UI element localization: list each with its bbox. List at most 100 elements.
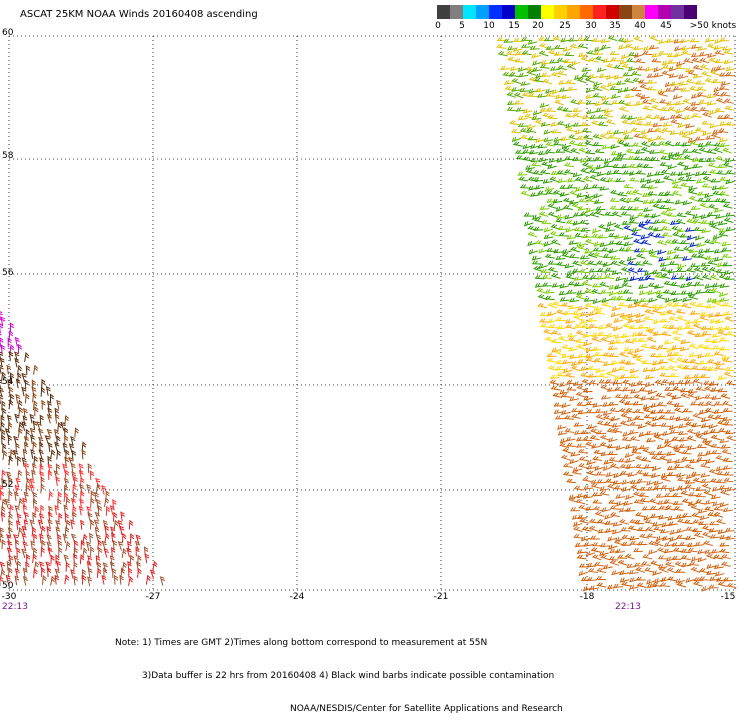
wind-barb bbox=[669, 536, 679, 542]
wind-barb bbox=[725, 66, 736, 72]
wind-barb bbox=[699, 106, 710, 112]
wind-barb bbox=[658, 256, 668, 262]
wind-barb bbox=[599, 281, 610, 288]
wind-barb bbox=[579, 268, 590, 274]
wind-barb bbox=[521, 50, 532, 56]
wind-barb bbox=[575, 443, 586, 448]
wind-barb bbox=[657, 500, 668, 505]
wind-barb bbox=[109, 505, 115, 515]
wind-barb bbox=[726, 486, 737, 492]
wind-barb bbox=[624, 444, 635, 450]
wind-barb bbox=[127, 560, 132, 571]
wind-barb bbox=[667, 515, 677, 521]
wind-barb bbox=[577, 409, 588, 415]
wind-barb bbox=[23, 407, 28, 418]
wind-barb bbox=[668, 380, 679, 385]
wind-barb bbox=[724, 366, 735, 372]
wind-barb bbox=[706, 100, 717, 106]
wind-barb bbox=[610, 260, 621, 267]
wind-barb bbox=[101, 484, 107, 495]
wind-barb bbox=[62, 442, 68, 453]
wind-barb bbox=[672, 297, 683, 303]
wind-barb bbox=[527, 92, 539, 98]
wind-barb bbox=[586, 464, 597, 470]
wind-barb bbox=[666, 101, 676, 106]
wind-barb bbox=[561, 353, 572, 359]
wind-barb bbox=[682, 364, 693, 370]
wind-barb bbox=[556, 214, 566, 220]
wind-barb bbox=[602, 361, 613, 367]
wind-barb bbox=[604, 514, 614, 520]
wind-barb bbox=[82, 533, 88, 544]
wind-barb bbox=[652, 570, 662, 576]
wind-barb bbox=[685, 319, 695, 325]
wind-barb bbox=[673, 246, 684, 251]
wind-barb bbox=[714, 365, 725, 370]
wind-barb bbox=[79, 484, 85, 494]
wind-barb bbox=[689, 140, 700, 146]
wind-barb bbox=[32, 511, 37, 522]
wind-barb bbox=[105, 490, 110, 501]
wind-barb bbox=[503, 38, 514, 43]
wind-barb bbox=[611, 100, 622, 105]
wind-barb bbox=[719, 176, 730, 182]
wind-barb bbox=[649, 149, 660, 154]
wind-barb bbox=[612, 521, 623, 527]
wind-barb bbox=[102, 519, 108, 530]
wind-barb bbox=[614, 339, 625, 344]
colorbar-swatch bbox=[606, 5, 619, 19]
wind-barb bbox=[580, 429, 591, 435]
wind-barb bbox=[571, 469, 582, 475]
wind-barb bbox=[640, 343, 651, 349]
wind-barb bbox=[653, 480, 664, 486]
wind-barb bbox=[511, 78, 522, 85]
wind-barb bbox=[660, 576, 671, 583]
wind-barb bbox=[707, 511, 718, 517]
wind-barb bbox=[25, 428, 30, 439]
wind-barb bbox=[680, 554, 691, 560]
wind-barb bbox=[24, 462, 30, 473]
wind-barb bbox=[528, 88, 538, 94]
wind-barb bbox=[543, 328, 553, 335]
wind-barb bbox=[695, 486, 706, 492]
wind-barb bbox=[64, 512, 70, 523]
wind-barb bbox=[650, 513, 661, 519]
wind-barb bbox=[577, 448, 588, 454]
wind-barb bbox=[36, 421, 42, 431]
wind-barb bbox=[718, 128, 729, 134]
wind-barb bbox=[629, 324, 639, 330]
wind-barb bbox=[574, 129, 585, 135]
wind-barb bbox=[13, 449, 19, 460]
wind-barb bbox=[625, 463, 636, 469]
wind-barb bbox=[576, 290, 587, 295]
colorbar-label: >50 knots bbox=[689, 21, 737, 31]
wind-barb bbox=[600, 384, 610, 391]
wind-barb bbox=[722, 161, 733, 168]
wind-barb bbox=[676, 518, 687, 524]
wind-barb bbox=[509, 66, 520, 72]
wind-barb bbox=[64, 574, 70, 585]
wind-barb bbox=[22, 504, 28, 515]
wind-barb bbox=[32, 420, 38, 431]
wind-barb bbox=[668, 260, 679, 266]
wind-barb bbox=[676, 528, 686, 534]
wind-barb bbox=[723, 59, 734, 65]
wind-barb bbox=[580, 55, 591, 62]
wind-barb bbox=[70, 569, 76, 579]
wind-barb bbox=[714, 312, 725, 317]
wind-barb bbox=[678, 443, 689, 449]
wind-barb bbox=[693, 532, 704, 538]
wind-barb bbox=[599, 542, 610, 548]
wind-barb bbox=[678, 423, 688, 429]
wind-barb bbox=[565, 123, 575, 129]
wind-barb bbox=[609, 559, 620, 566]
wind-barb bbox=[668, 521, 678, 527]
wind-barb bbox=[696, 85, 707, 91]
wind-barb bbox=[54, 568, 61, 578]
wind-barb bbox=[710, 223, 720, 230]
wind-barb bbox=[533, 226, 544, 231]
wind-barb bbox=[663, 492, 674, 498]
wind-barb bbox=[585, 149, 596, 155]
wind-barb bbox=[584, 248, 594, 255]
wind-barb bbox=[646, 172, 657, 178]
